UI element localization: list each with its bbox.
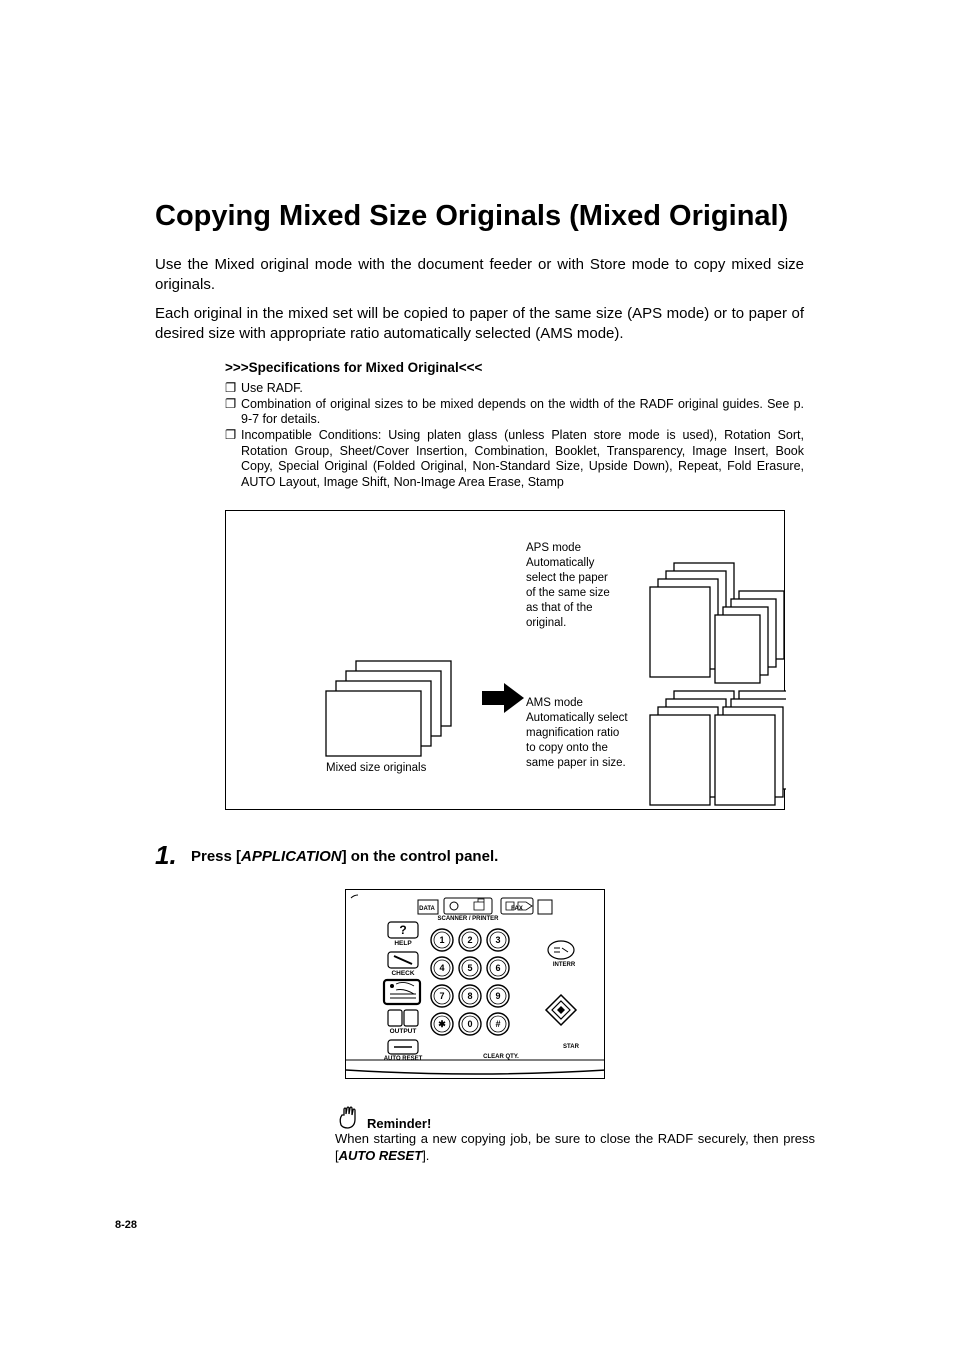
step-instruction: Press [APPLICATION] on the control panel…	[191, 840, 498, 865]
svg-text:SCANNER / PRINTER: SCANNER / PRINTER	[437, 916, 499, 922]
control-panel-figure: DATA SCANNER / PRINTER FAX ? HELP CHECK	[345, 889, 804, 1079]
control-panel-svg: DATA SCANNER / PRINTER FAX ? HELP CHECK	[346, 890, 605, 1079]
svg-text:CLEAR QTY.: CLEAR QTY.	[483, 1054, 519, 1060]
svg-text:INTERR: INTERR	[553, 962, 576, 968]
bullet-icon: ❐	[225, 397, 241, 428]
svg-text:6: 6	[495, 963, 500, 973]
diagram-svg	[226, 511, 786, 811]
svg-text:0: 0	[467, 1019, 472, 1029]
mixed-originals-label: Mixed size originals	[326, 761, 426, 776]
svg-text:9: 9	[495, 991, 500, 1001]
reminder-block: Reminder! When starting a new copying jo…	[335, 1105, 815, 1165]
svg-text:✱: ✱	[438, 1019, 446, 1029]
specifications-heading: >>>Specifications for Mixed Original<<<	[225, 360, 804, 375]
ams-mode-label: AMS mode Automatically select magnificat…	[526, 696, 646, 771]
spec-text: Combination of original sizes to be mixe…	[241, 397, 804, 428]
spec-item: ❐ Combination of original sizes to be mi…	[225, 397, 804, 428]
svg-text:?: ?	[399, 923, 406, 937]
intro-paragraph-2: Each original in the mixed set will be c…	[155, 304, 804, 345]
spec-item: ❐ Incompatible Conditions: Using platen …	[225, 428, 804, 491]
svg-text:OUTPUT: OUTPUT	[390, 1028, 417, 1035]
svg-text:7: 7	[439, 991, 444, 1001]
svg-text:DATA: DATA	[419, 906, 435, 912]
spec-text: Incompatible Conditions: Using platen gl…	[241, 428, 804, 491]
svg-text:STAR: STAR	[563, 1044, 580, 1050]
page-title: Copying Mixed Size Originals (Mixed Orig…	[155, 200, 804, 233]
svg-text:5: 5	[467, 963, 472, 973]
bullet-icon: ❐	[225, 428, 241, 491]
reminder-text: When starting a new copying job, be sure…	[335, 1131, 815, 1165]
svg-text:#: #	[495, 1019, 500, 1029]
svg-text:1: 1	[439, 935, 444, 945]
svg-text:AUTO RESET: AUTO RESET	[384, 1056, 423, 1062]
svg-text:2: 2	[467, 935, 472, 945]
specifications-block: >>>Specifications for Mixed Original<<< …	[225, 360, 804, 490]
intro-paragraph-1: Use the Mixed original mode with the doc…	[155, 255, 804, 296]
svg-text:4: 4	[439, 963, 444, 973]
svg-text:8: 8	[467, 991, 472, 1001]
reminder-heading: Reminder!	[367, 1116, 431, 1131]
step-1: 1. Press [APPLICATION] on the control pa…	[155, 840, 804, 871]
svg-text:HELP: HELP	[394, 940, 412, 947]
hand-icon	[335, 1105, 361, 1131]
svg-text:CHECK: CHECK	[391, 970, 414, 977]
page-number: 8-28	[115, 1219, 137, 1231]
aps-mode-label: APS mode Automatically select the paper …	[526, 541, 646, 631]
bullet-icon: ❐	[225, 381, 241, 397]
spec-item: ❐ Use RADF.	[225, 381, 804, 397]
svg-text:3: 3	[495, 935, 500, 945]
svg-text:FAX: FAX	[511, 906, 523, 912]
spec-text: Use RADF.	[241, 381, 804, 397]
mode-diagram: Mixed size originals APS mode Automatica…	[225, 510, 804, 810]
step-number: 1.	[155, 840, 191, 871]
